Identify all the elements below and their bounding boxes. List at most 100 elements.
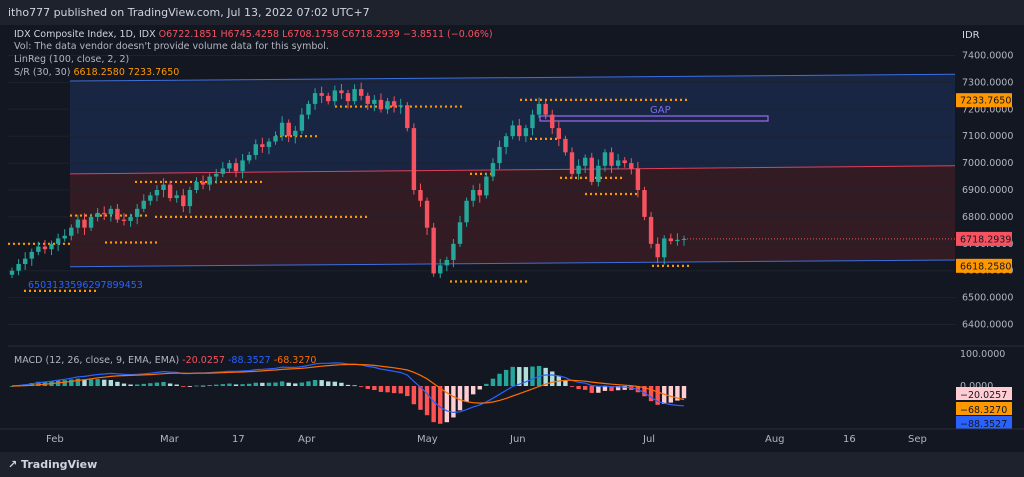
sr-values: 6618.2580 7233.7650	[73, 67, 180, 78]
y-tick-label: 6800.0000	[962, 212, 1013, 223]
macd-histogram-bar	[609, 386, 614, 391]
macd-histogram-bar	[167, 383, 173, 386]
candle-body	[200, 181, 206, 185]
candle-body	[95, 212, 100, 217]
macd-histogram-bar	[194, 385, 199, 387]
price-chart[interactable]: 100.0000 0.0000−20.0257 −68.3270 −88.3527 F…	[0, 25, 1024, 452]
candle-body	[260, 144, 265, 147]
candle-body	[42, 246, 48, 250]
candle-body	[88, 216, 94, 228]
candle-body	[286, 122, 291, 137]
macd-histogram-bar	[431, 386, 436, 423]
candle-body	[115, 208, 120, 220]
candle-body	[345, 93, 351, 102]
macd-histogram-bar	[240, 384, 245, 386]
linreg-label[interactable]: LinReg (100, close, 2, 2)	[14, 54, 130, 65]
brand-label: TradingView	[21, 458, 98, 471]
y-tick-label: 7400.0000	[962, 50, 1013, 61]
macd-histogram-bar	[102, 379, 107, 386]
candle-body	[642, 190, 647, 217]
candle-body	[312, 93, 318, 104]
candle-body	[134, 208, 140, 217]
macd-histogram-bar	[293, 383, 298, 386]
x-tick-label: Apr	[298, 434, 316, 445]
macd-histogram-bar	[246, 383, 252, 386]
tradingview-footer: ↗ TradingView	[0, 452, 1024, 477]
candle-body	[457, 222, 463, 244]
macd-histogram-bar	[214, 384, 219, 386]
macd-histogram-bar	[398, 386, 403, 394]
macd-histogram-bar	[444, 386, 450, 423]
candle-body	[22, 258, 28, 264]
candle-body	[69, 227, 74, 236]
macd-histogram-bar	[220, 384, 226, 386]
macd-histogram-bar	[662, 386, 667, 404]
macd-histogram-bar	[273, 382, 278, 386]
macd-histogram-bar	[299, 382, 305, 386]
candle-body	[181, 195, 186, 207]
candle-body	[648, 216, 654, 244]
candle-body	[503, 136, 509, 147]
macd-histogram-bar	[121, 383, 127, 386]
macd-histogram-bar	[642, 386, 647, 397]
candle-body	[167, 184, 173, 199]
macd-histogram-bar	[385, 386, 390, 393]
macd-histogram-bar	[648, 386, 654, 402]
candle-body	[365, 95, 370, 104]
price-label: 7233.7650	[960, 96, 1011, 107]
macd-histogram-bar	[148, 383, 153, 386]
candle-body	[161, 184, 166, 190]
price-label: 6718.2939	[960, 234, 1011, 245]
candle-body	[233, 163, 239, 172]
macd-axis-label: −68.3270	[960, 405, 1007, 416]
candle-body	[438, 265, 443, 274]
candle-body	[29, 251, 34, 259]
macd-histogram-bar	[88, 379, 94, 386]
macd-histogram-bar	[543, 367, 548, 386]
publisher-line: itho777 published on TradingView.com, Ju…	[8, 6, 370, 19]
macd-histogram-bar	[36, 381, 41, 386]
macd-histogram-bar	[69, 379, 74, 386]
candle-body	[279, 122, 285, 137]
candle-body	[339, 90, 344, 94]
macd-title: MACD (12, 26, close, 9, EMA, EMA)	[14, 355, 180, 366]
y-tick-label: 7300.0000	[962, 77, 1013, 88]
macd-histogram-bar	[253, 382, 258, 386]
tradingview-logo-icon[interactable]: ↗ TradingView	[8, 458, 98, 471]
candle-body	[622, 160, 627, 164]
candle-body	[484, 176, 489, 196]
candle-body	[556, 128, 562, 139]
ohlc-change: −3.8511 (−0.06%)	[402, 29, 493, 40]
sr-legend[interactable]: S/R (30, 30) 6618.2580 7233.7650	[14, 67, 179, 78]
macd-legend[interactable]: MACD (12, 26, close, 9, EMA, EMA) -20.02…	[14, 355, 316, 366]
macd-histogram-bar	[9, 386, 15, 387]
candle-body	[378, 99, 384, 110]
macd-histogram-bar	[563, 380, 568, 386]
candle-body	[510, 125, 515, 137]
macd-histogram-bar	[582, 386, 588, 390]
candle-body	[668, 238, 674, 242]
macd-histogram-bar	[470, 386, 476, 395]
candle-body	[530, 114, 535, 129]
candle-body	[49, 243, 54, 250]
candle-body	[214, 173, 219, 177]
macd-histogram-bar	[681, 386, 687, 399]
ohlc-low: L6708.1758	[282, 29, 339, 40]
x-tick-label: 16	[843, 434, 856, 445]
candle-body	[662, 238, 667, 258]
candle-body	[9, 270, 15, 275]
macd-histogram-bar	[233, 384, 239, 386]
candle-body	[398, 105, 403, 107]
macd-value-tag	[956, 387, 1012, 400]
candle-body	[385, 101, 390, 110]
macd-histogram-bar	[339, 382, 344, 386]
candle-body	[569, 152, 575, 174]
candle-body	[273, 136, 278, 142]
x-tick-label: Aug	[765, 434, 785, 445]
x-tick-label: Jul	[642, 434, 655, 445]
y-tick-label: 6500.0000	[962, 293, 1013, 304]
x-tick-label: 17	[232, 434, 245, 445]
y-tick-label: 7000.0000	[962, 158, 1013, 169]
candle-body	[477, 190, 482, 196]
candle-body	[563, 138, 568, 153]
